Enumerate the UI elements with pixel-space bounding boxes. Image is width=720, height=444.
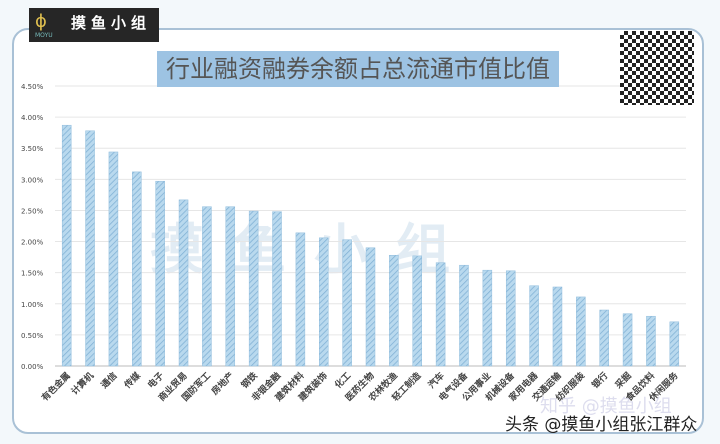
bar — [342, 239, 352, 367]
bar — [108, 151, 119, 367]
x-tick-label: 电子 — [145, 370, 166, 391]
bar — [412, 255, 422, 367]
logo-text: 摸鱼小组 — [71, 14, 152, 32]
bar — [248, 210, 259, 367]
bar — [319, 237, 329, 367]
qr-code — [620, 31, 694, 105]
logo: ϕ 摸鱼小组 MOYU — [29, 8, 159, 42]
bar — [389, 254, 399, 367]
bar — [529, 285, 539, 367]
bar — [61, 124, 72, 367]
x-tick-label: 通信 — [98, 370, 119, 391]
bar — [552, 286, 563, 367]
x-tick-label: 钢铁 — [239, 370, 260, 391]
bar — [435, 262, 446, 367]
x-tick-label: 传媒 — [121, 369, 144, 392]
bar — [459, 264, 469, 367]
y-tick-label: 1.00% — [21, 301, 44, 309]
x-tick-label: 银行 — [589, 370, 610, 391]
x-tick-label: 计算机 — [69, 370, 97, 398]
bar — [576, 296, 586, 367]
bar — [202, 206, 212, 367]
y-tick-label: 2.50% — [21, 207, 44, 215]
x-tick-label: 房地产 — [209, 370, 237, 398]
watermark-zhihu: 知乎 @摸鱼小组 — [540, 396, 672, 417]
bar — [505, 270, 516, 367]
y-tick-label: 3.00% — [21, 176, 44, 184]
bar — [646, 315, 656, 367]
bar — [178, 199, 189, 367]
y-tick-label: 0.50% — [21, 332, 44, 340]
bar — [295, 232, 306, 367]
bar — [622, 313, 633, 367]
bar — [482, 269, 493, 367]
bar — [155, 180, 165, 367]
bar — [365, 247, 376, 367]
bar — [85, 130, 95, 367]
x-tick-label: 采掘 — [612, 370, 634, 392]
y-tick-label: 1.50% — [21, 270, 44, 278]
bar — [599, 309, 609, 367]
bar — [272, 211, 282, 367]
bar — [132, 171, 142, 367]
fish-icon: ϕ — [35, 11, 47, 32]
x-tick-label: 汽车 — [426, 370, 447, 391]
watermark-toutiao: 头条 @摸鱼小组张江群众 — [505, 415, 698, 435]
y-tick-label: 2.00% — [21, 239, 44, 247]
x-tick-label: 有色金属 — [39, 370, 73, 404]
chart-title: 行业融资融券余额占总流通市值比值 — [157, 51, 559, 87]
y-tick-label: 3.50% — [21, 145, 44, 153]
y-tick-label: 0.00% — [21, 363, 44, 371]
logo-sub: MOYU — [35, 32, 53, 39]
y-tick-label: 4.00% — [21, 114, 44, 122]
x-tick-label: 化工 — [332, 370, 353, 391]
bar — [225, 206, 236, 367]
y-tick-label: 4.50% — [21, 83, 44, 91]
bar — [669, 321, 680, 367]
